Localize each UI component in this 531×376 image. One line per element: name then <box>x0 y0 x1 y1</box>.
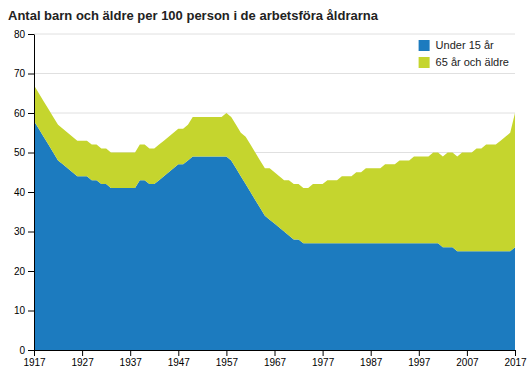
x-tick: 1947 <box>168 350 191 368</box>
y-tick-label: 10 <box>14 305 26 316</box>
x-tick-mark <box>82 350 83 356</box>
y-tick-mark <box>28 232 34 233</box>
x-axis: 1917 1927 1937 1947 1957 1967 1977 1987 1997 2007… <box>23 350 527 368</box>
x-tick-mark <box>323 350 324 356</box>
grid-line <box>34 113 515 114</box>
y-tick-mark <box>28 311 34 312</box>
x-tick-label: 1997 <box>408 357 431 368</box>
x-tick-mark <box>371 350 372 356</box>
y-tick: 20 <box>14 266 34 277</box>
x-tick-mark <box>419 350 420 356</box>
grid <box>34 34 515 350</box>
x-tick-mark <box>515 350 516 356</box>
y-tick-label: 80 <box>14 29 26 40</box>
y-tick-label: 20 <box>14 266 26 277</box>
y-tick-mark <box>28 34 34 35</box>
legend-swatch <box>419 40 430 51</box>
x-tick-label: 2007 <box>456 357 479 368</box>
legend-swatch <box>419 57 430 68</box>
y-tick: 10 <box>14 305 34 316</box>
x-tick-mark <box>226 350 227 356</box>
y-tick: 70 <box>14 68 34 79</box>
legend: Under 15 år 65 år och äldre <box>419 39 509 68</box>
x-tick-mark <box>34 350 35 356</box>
y-tick-mark <box>28 350 34 351</box>
y-tick-mark <box>28 74 34 75</box>
legend-label: Under 15 år <box>436 39 494 51</box>
area <box>34 85 515 251</box>
y-tick-label: 70 <box>14 68 26 79</box>
y-tick-label: 50 <box>14 147 26 158</box>
x-tick-mark <box>130 350 131 356</box>
x-tick-label: 1947 <box>168 357 191 368</box>
marks <box>34 85 515 350</box>
x-tick-label: 1917 <box>23 357 46 368</box>
x-tick: 2017 <box>504 350 527 368</box>
y-tick-label: 0 <box>19 345 25 356</box>
y-tick: 40 <box>14 187 34 198</box>
x-tick-label: 1977 <box>312 357 335 368</box>
x-tick-label: 2017 <box>504 357 527 368</box>
x-tick: 1997 <box>408 350 431 368</box>
x-tick-label: 1927 <box>71 357 94 368</box>
x-tick-label: 1967 <box>264 357 287 368</box>
x-tick-label: 1957 <box>216 357 239 368</box>
x-tick-mark <box>178 350 179 356</box>
y-tick: 60 <box>14 108 34 119</box>
y-tick-mark <box>28 113 34 114</box>
y-tick: 50 <box>14 147 34 158</box>
grid-line <box>34 34 515 35</box>
x-tick: 1987 <box>360 350 383 368</box>
x-tick: 1937 <box>120 350 143 368</box>
grid-line <box>34 73 515 74</box>
x-tick-mark <box>467 350 468 356</box>
y-tick: 30 <box>14 226 34 237</box>
x-tick-label: 1937 <box>120 357 143 368</box>
y-tick-label: 40 <box>14 187 26 198</box>
y-axis-line <box>34 35 35 351</box>
y-tick-mark <box>28 153 34 154</box>
x-tick: 1967 <box>264 350 287 368</box>
x-tick-label: 1987 <box>360 357 383 368</box>
x-tick: 1957 <box>216 350 239 368</box>
x-tick: 2007 <box>456 350 479 368</box>
y-axis: 0 10 20 30 40 50 60 70 80 <box>14 29 35 356</box>
legend-item: Under 15 år <box>419 39 494 51</box>
plot: 1917192719371947195719671977198719972007… <box>14 29 527 368</box>
x-tick: 1927 <box>71 350 94 368</box>
x-tick: 1977 <box>312 350 335 368</box>
title: Antal barn och äldre per 100 person i de… <box>8 8 379 23</box>
legend-item: 65 år och äldre <box>419 56 509 68</box>
x-tick: 1917 <box>23 350 46 368</box>
y-tick-label: 60 <box>14 108 26 119</box>
y-tick: 80 <box>14 29 34 40</box>
y-tick-mark <box>28 192 34 193</box>
legend-label: 65 år och äldre <box>436 56 509 68</box>
y-tick: 0 <box>19 345 34 356</box>
y-tick-mark <box>28 271 34 272</box>
chart: 1917192719371947195719671977198719972007… <box>0 0 531 376</box>
y-tick-label: 30 <box>14 226 26 237</box>
x-tick-mark <box>275 350 276 356</box>
